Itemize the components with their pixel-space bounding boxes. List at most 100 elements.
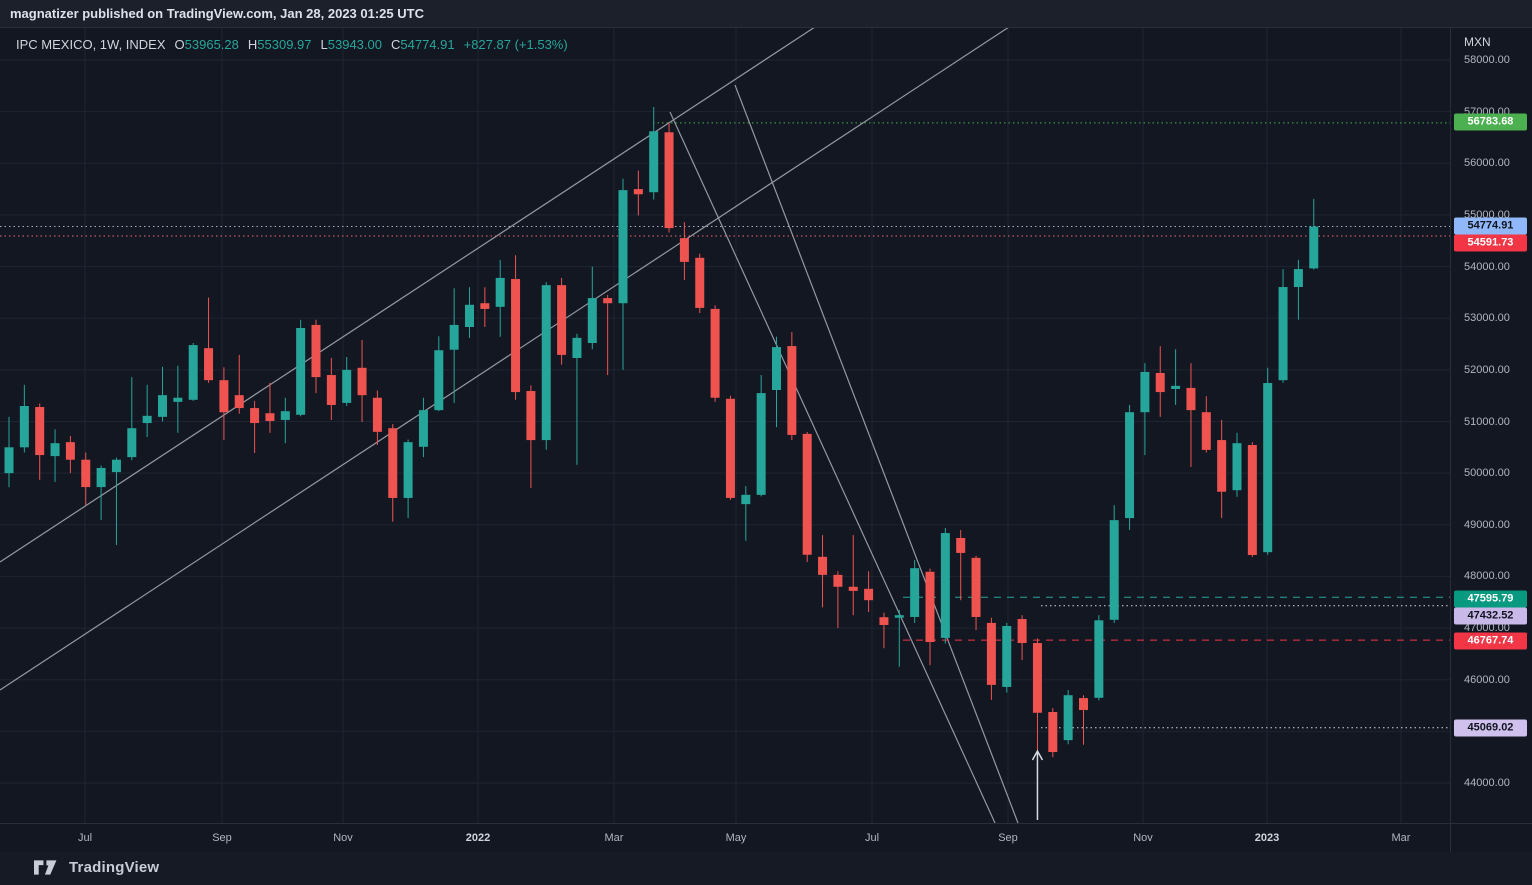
price-tick-label: 51000.00	[1464, 415, 1510, 428]
candle	[741, 494, 751, 505]
candle	[649, 131, 659, 193]
open-value: 53965.28	[184, 37, 239, 52]
trendline-descending-channel-right[interactable]	[734, 84, 1019, 823]
time-axis-label: Nov	[333, 832, 353, 844]
candle	[127, 428, 137, 458]
candle	[357, 367, 367, 396]
price-tick-label: 53000.00	[1464, 312, 1510, 325]
price-tick-label: 47000.00	[1464, 622, 1510, 635]
candle	[679, 238, 689, 262]
candle	[1094, 620, 1104, 698]
candle	[1017, 619, 1027, 644]
candle	[158, 395, 167, 417]
trendline-descending-channel-left[interactable]	[669, 111, 996, 823]
time-axis-label: Mar	[604, 832, 624, 844]
price-badge: 47595.79	[1454, 590, 1527, 608]
candle	[894, 615, 904, 618]
candle	[96, 467, 106, 488]
time-axis[interactable]: Jul Sep Nov 2022 Mar May Jul Sep Nov 2023 Mar	[0, 823, 1450, 852]
time-axis-label: 2023	[1254, 832, 1280, 844]
candle	[618, 190, 628, 304]
symbol-title[interactable]: IPC MEXICO, 1W, INDEX	[16, 37, 166, 52]
candle	[940, 533, 950, 638]
time-axis-label: Jul	[77, 832, 93, 844]
candle	[1263, 383, 1273, 553]
candle	[188, 345, 198, 400]
candle	[1247, 444, 1257, 555]
candle	[848, 586, 858, 591]
high-label: H	[247, 37, 258, 52]
candle	[219, 380, 229, 413]
trendline-ascending-channel-lower[interactable]	[0, 28, 1012, 691]
candle	[1063, 695, 1073, 741]
publish-header: magnatizer published on TradingView.com,…	[0, 0, 1532, 28]
close-value: 54774.91	[400, 37, 455, 52]
candle	[633, 189, 643, 195]
up-arrow-head[interactable]	[1031, 749, 1044, 761]
price-tick-label: 48000.00	[1464, 570, 1510, 583]
candle	[418, 410, 428, 447]
bottom-bar: TradingView	[0, 852, 1532, 885]
price-tick-label: 50000.00	[1464, 467, 1510, 480]
price-chart-svg[interactable]	[0, 28, 1450, 823]
close-label: C	[390, 37, 401, 52]
candle	[1032, 643, 1042, 713]
candle	[142, 415, 152, 424]
candle	[787, 346, 797, 435]
price-tick-label: 58000.00	[1464, 54, 1510, 66]
candle	[1309, 226, 1319, 269]
high-value: 55309.97	[257, 37, 312, 52]
candle	[326, 375, 336, 405]
candle	[204, 348, 214, 381]
candle	[526, 391, 536, 441]
candle	[1155, 372, 1165, 393]
candle	[925, 571, 935, 643]
candle	[35, 407, 45, 456]
candle	[864, 588, 874, 601]
candle	[4, 447, 14, 474]
candle	[495, 277, 505, 307]
candle	[541, 285, 551, 441]
price-badge: 45069.02	[1454, 719, 1527, 737]
candle	[1278, 287, 1288, 381]
candle	[833, 574, 843, 587]
candle	[710, 308, 720, 398]
candle	[434, 350, 444, 411]
tradingview-logo[interactable]: TradingView	[34, 859, 159, 876]
chart-canvas[interactable]: IPC MEXICO, 1W, INDEX O53965.28 H55309.9…	[0, 28, 1450, 823]
candle	[173, 397, 183, 402]
low-label: L	[320, 37, 328, 52]
candle	[1217, 440, 1227, 492]
candle	[403, 442, 413, 498]
price-badge: 56783.68	[1454, 113, 1527, 131]
time-axis-label: Sep	[998, 832, 1018, 844]
price-tick-label: 52000.00	[1464, 363, 1510, 376]
candle	[587, 298, 597, 344]
time-axis-label: Mar	[1391, 832, 1411, 844]
axis-corner	[1450, 823, 1532, 852]
candle	[557, 285, 567, 355]
candle	[1201, 412, 1211, 450]
time-axis-label: Jul	[864, 832, 880, 844]
candle	[818, 556, 828, 575]
trendline-ascending-channel-upper[interactable]	[0, 28, 818, 563]
candle	[111, 459, 121, 473]
candle	[372, 397, 382, 432]
candle	[603, 298, 613, 304]
price-axis[interactable]: MXN 58000.00 57000.00 56000.00 55000.00 5400…	[1450, 28, 1532, 823]
candle	[265, 413, 275, 421]
symbol-legend: IPC MEXICO, 1W, INDEX O53965.28 H55309.9…	[16, 37, 568, 52]
candle	[1232, 443, 1242, 491]
time-axis-label: 2022	[465, 832, 491, 844]
candle	[879, 617, 889, 625]
candle	[725, 398, 735, 498]
candle	[234, 395, 244, 409]
candle	[772, 347, 781, 390]
candle	[250, 408, 260, 424]
candle	[756, 393, 766, 495]
currency-label: MXN	[1464, 35, 1491, 49]
price-tick-label: 49000.00	[1464, 518, 1510, 531]
time-axis-label: Sep	[212, 832, 232, 844]
candle	[986, 622, 996, 685]
candle	[1171, 385, 1181, 389]
